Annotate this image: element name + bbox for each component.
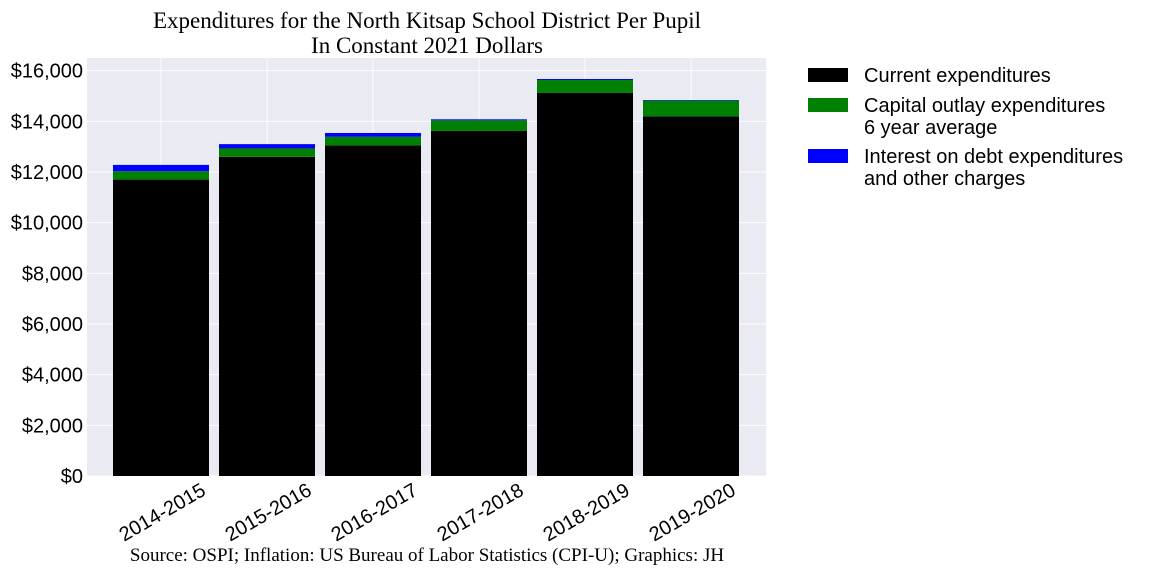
footnote: Source: OSPI; Inflation: US Bureau of La… bbox=[130, 545, 724, 566]
bar-2019-2020-series-0 bbox=[643, 116, 739, 477]
y-tick-label: $10,000 bbox=[11, 213, 83, 235]
chart-title-line-2: In Constant 2021 Dollars bbox=[311, 33, 543, 58]
bar-2014-2015-series-2 bbox=[113, 164, 209, 172]
chart-title-line-1: Expenditures for the North Kitsap School… bbox=[153, 8, 701, 33]
x-tick-label: 2019-2020 bbox=[646, 479, 740, 546]
x-tick-label: 2018-2019 bbox=[540, 479, 634, 546]
bar-2017-2018-series-1 bbox=[431, 120, 527, 131]
bar-2015-2016-series-1 bbox=[219, 148, 315, 157]
y-tick-label: $16,000 bbox=[11, 61, 83, 83]
y-tick-label: $12,000 bbox=[11, 162, 83, 184]
legend-label-1: Capital outlay expenditures bbox=[864, 95, 1105, 117]
y-tick-label: $2,000 bbox=[22, 415, 83, 437]
legend-swatch-2 bbox=[808, 149, 848, 163]
bar-2016-2017-series-1 bbox=[325, 136, 421, 146]
legend-label-1: 6 year average bbox=[864, 117, 997, 139]
bar-2018-2019-series-1 bbox=[537, 80, 633, 93]
y-axis-tick-labels: $0 $2,000 $4,000 $6,000 $8,000 $10,000 $12,000… bbox=[11, 61, 83, 488]
legend: Current expenditures Capital outlay expen… bbox=[808, 65, 1123, 190]
bar-2019-2020-series-2 bbox=[643, 100, 739, 101]
y-tick-label: $14,000 bbox=[11, 111, 83, 133]
legend-label-2: and other charges bbox=[864, 168, 1025, 190]
x-tick-label: 2017-2018 bbox=[434, 479, 528, 546]
bar-2018-2019-series-2 bbox=[537, 79, 633, 81]
bar-2014-2015-series-1 bbox=[113, 171, 209, 180]
y-tick-label: $6,000 bbox=[22, 314, 83, 336]
y-tick-label: $0 bbox=[61, 466, 83, 488]
x-tick-label: 2015-2016 bbox=[222, 479, 316, 546]
bar-2014-2015-series-0 bbox=[113, 179, 209, 476]
x-tick-label: 2014-2015 bbox=[116, 479, 210, 546]
bar-2019-2020-series-1 bbox=[643, 100, 739, 117]
legend-label-0: Current expenditures bbox=[864, 65, 1051, 87]
legend-label-2: Interest on debt expenditures bbox=[864, 146, 1123, 168]
x-tick-label: 2016-2017 bbox=[328, 479, 422, 546]
bar-2016-2017-series-2 bbox=[325, 132, 421, 137]
bar-2017-2018-series-0 bbox=[431, 130, 527, 476]
bar-2017-2018-series-2 bbox=[431, 119, 527, 121]
bar-2016-2017-series-0 bbox=[325, 145, 421, 476]
bar-2015-2016-series-2 bbox=[219, 144, 315, 149]
x-axis-tick-labels: 2014-2015 2015-2016 2016-2017 2017-2018 2018… bbox=[116, 479, 740, 546]
bar-2018-2019-series-0 bbox=[537, 92, 633, 477]
bars bbox=[113, 79, 739, 477]
legend-swatch-0 bbox=[808, 68, 848, 82]
legend-swatch-1 bbox=[808, 98, 848, 112]
y-tick-label: $4,000 bbox=[22, 365, 83, 387]
bar-2015-2016-series-0 bbox=[219, 156, 315, 477]
y-tick-label: $8,000 bbox=[22, 263, 83, 285]
